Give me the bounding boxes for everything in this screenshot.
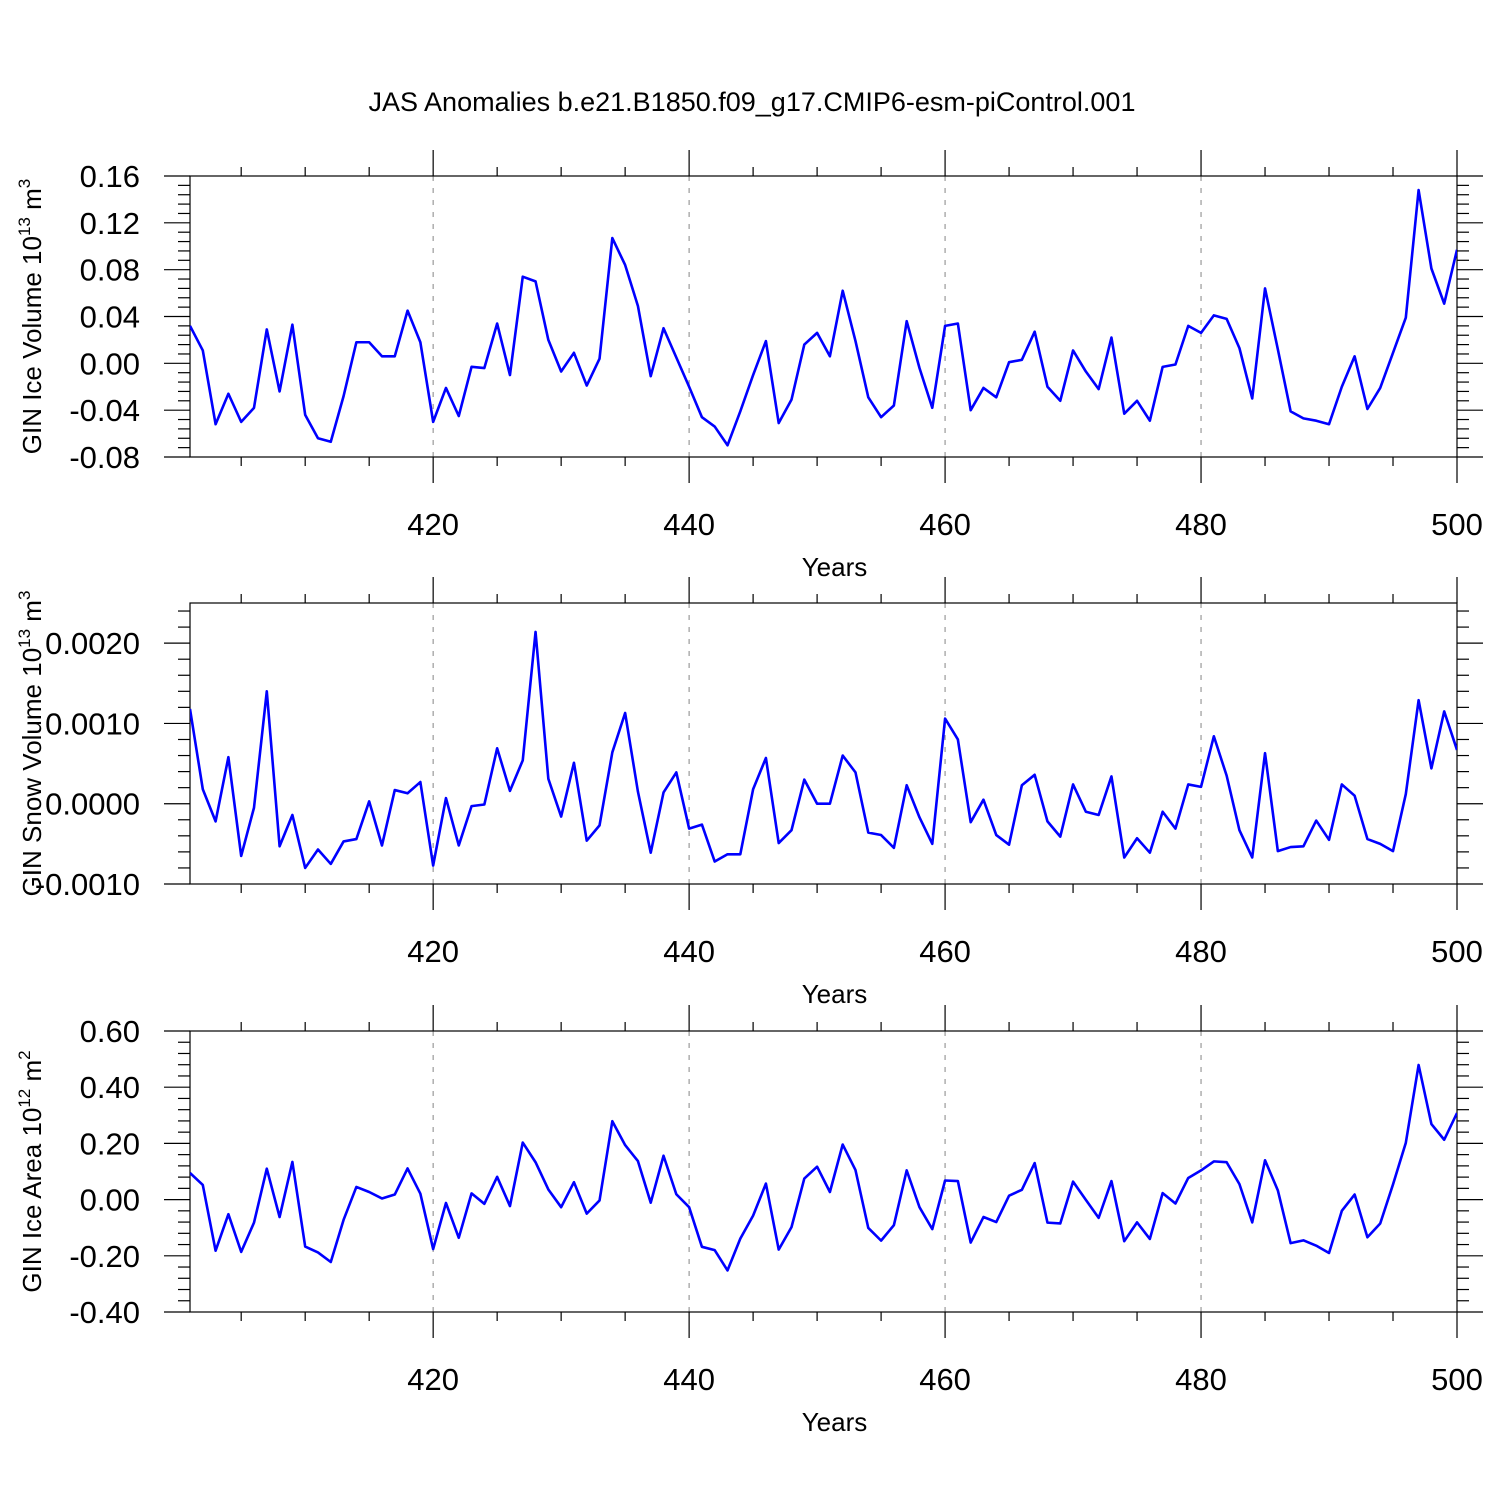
series-line-1 [190, 1063, 1457, 1272]
y-axis-title: GIN Ice Area 1012 m2 [15, 1050, 47, 1292]
y-tick-label: 0.0000 [45, 787, 140, 822]
x-tick-label: 460 [919, 934, 971, 969]
x-tick-label: 440 [663, 507, 715, 542]
panels: 420 440 460 480 500 -0.08 -0.04 0.00 0.04 0.08 0.1… [15, 150, 1483, 1437]
x-tick-label: 500 [1431, 507, 1483, 542]
x-tick-label: 460 [919, 507, 971, 542]
x-tick-label: 500 [1431, 934, 1483, 969]
x-tick-label: 420 [407, 934, 459, 969]
plot-frame [189, 1030, 1458, 1313]
y-tick-label: 0.08 [80, 253, 140, 288]
y-axis-title: GIN Ice Volume 1013 m3 [15, 179, 47, 455]
y-tick-label: 0.20 [80, 1126, 140, 1161]
y-tick-label: 0.12 [80, 206, 140, 241]
y-tick-label: 0.0010 [45, 706, 140, 741]
y-tick-label: -0.0010 [35, 867, 140, 902]
y-tick-label: 0.60 [80, 1014, 140, 1049]
x-axis-title: Years [802, 979, 868, 1009]
series-line-1 [190, 630, 1457, 870]
y-tick-label: 0.00 [80, 1183, 140, 1218]
chart-panel-1: 420 440 460 480 500 -0.08 -0.04 0.00 0.04 0.08 0.1… [15, 150, 1483, 582]
chart-panel-2: 420 440 460 480 500 -0.0010 0.0000 0.0010 0.0020… [15, 577, 1483, 1009]
y-tick-label: 0.0020 [45, 626, 140, 661]
y-tick-label: 0.04 [80, 300, 140, 335]
x-tick-label: 480 [1175, 934, 1227, 969]
y-tick-label: 0.16 [80, 159, 140, 194]
x-tick-label: 480 [1175, 1362, 1227, 1397]
x-tick-label: 460 [919, 1362, 971, 1397]
y-axis-title: GIN Snow Volume 1013 m3 [15, 591, 47, 897]
y-tick-label: 0.00 [80, 346, 140, 381]
x-axis-title: Years [802, 1407, 868, 1437]
plot-frame [189, 602, 1458, 885]
chart-title: JAS Anomalies b.e21.B1850.f09_g17.CMIP6-… [369, 87, 1136, 117]
y-tick-label: 0.40 [80, 1070, 140, 1105]
x-tick-label: 440 [663, 934, 715, 969]
chart-panel-3: 420 440 460 480 500 -0.40 -0.20 0.00 0.20 0.40 0.6… [15, 1005, 1483, 1437]
x-tick-label: 440 [663, 1362, 715, 1397]
x-tick-label: 420 [407, 507, 459, 542]
y-tick-label: -0.20 [69, 1239, 140, 1274]
x-tick-label: 420 [407, 1362, 459, 1397]
x-tick-label: 480 [1175, 507, 1227, 542]
y-tick-label: -0.08 [69, 440, 140, 475]
x-axis-title: Years [802, 552, 868, 582]
series-line-1 [190, 188, 1457, 447]
x-tick-label: 500 [1431, 1362, 1483, 1397]
y-tick-label: -0.40 [69, 1295, 140, 1330]
y-tick-label: -0.04 [69, 393, 140, 428]
